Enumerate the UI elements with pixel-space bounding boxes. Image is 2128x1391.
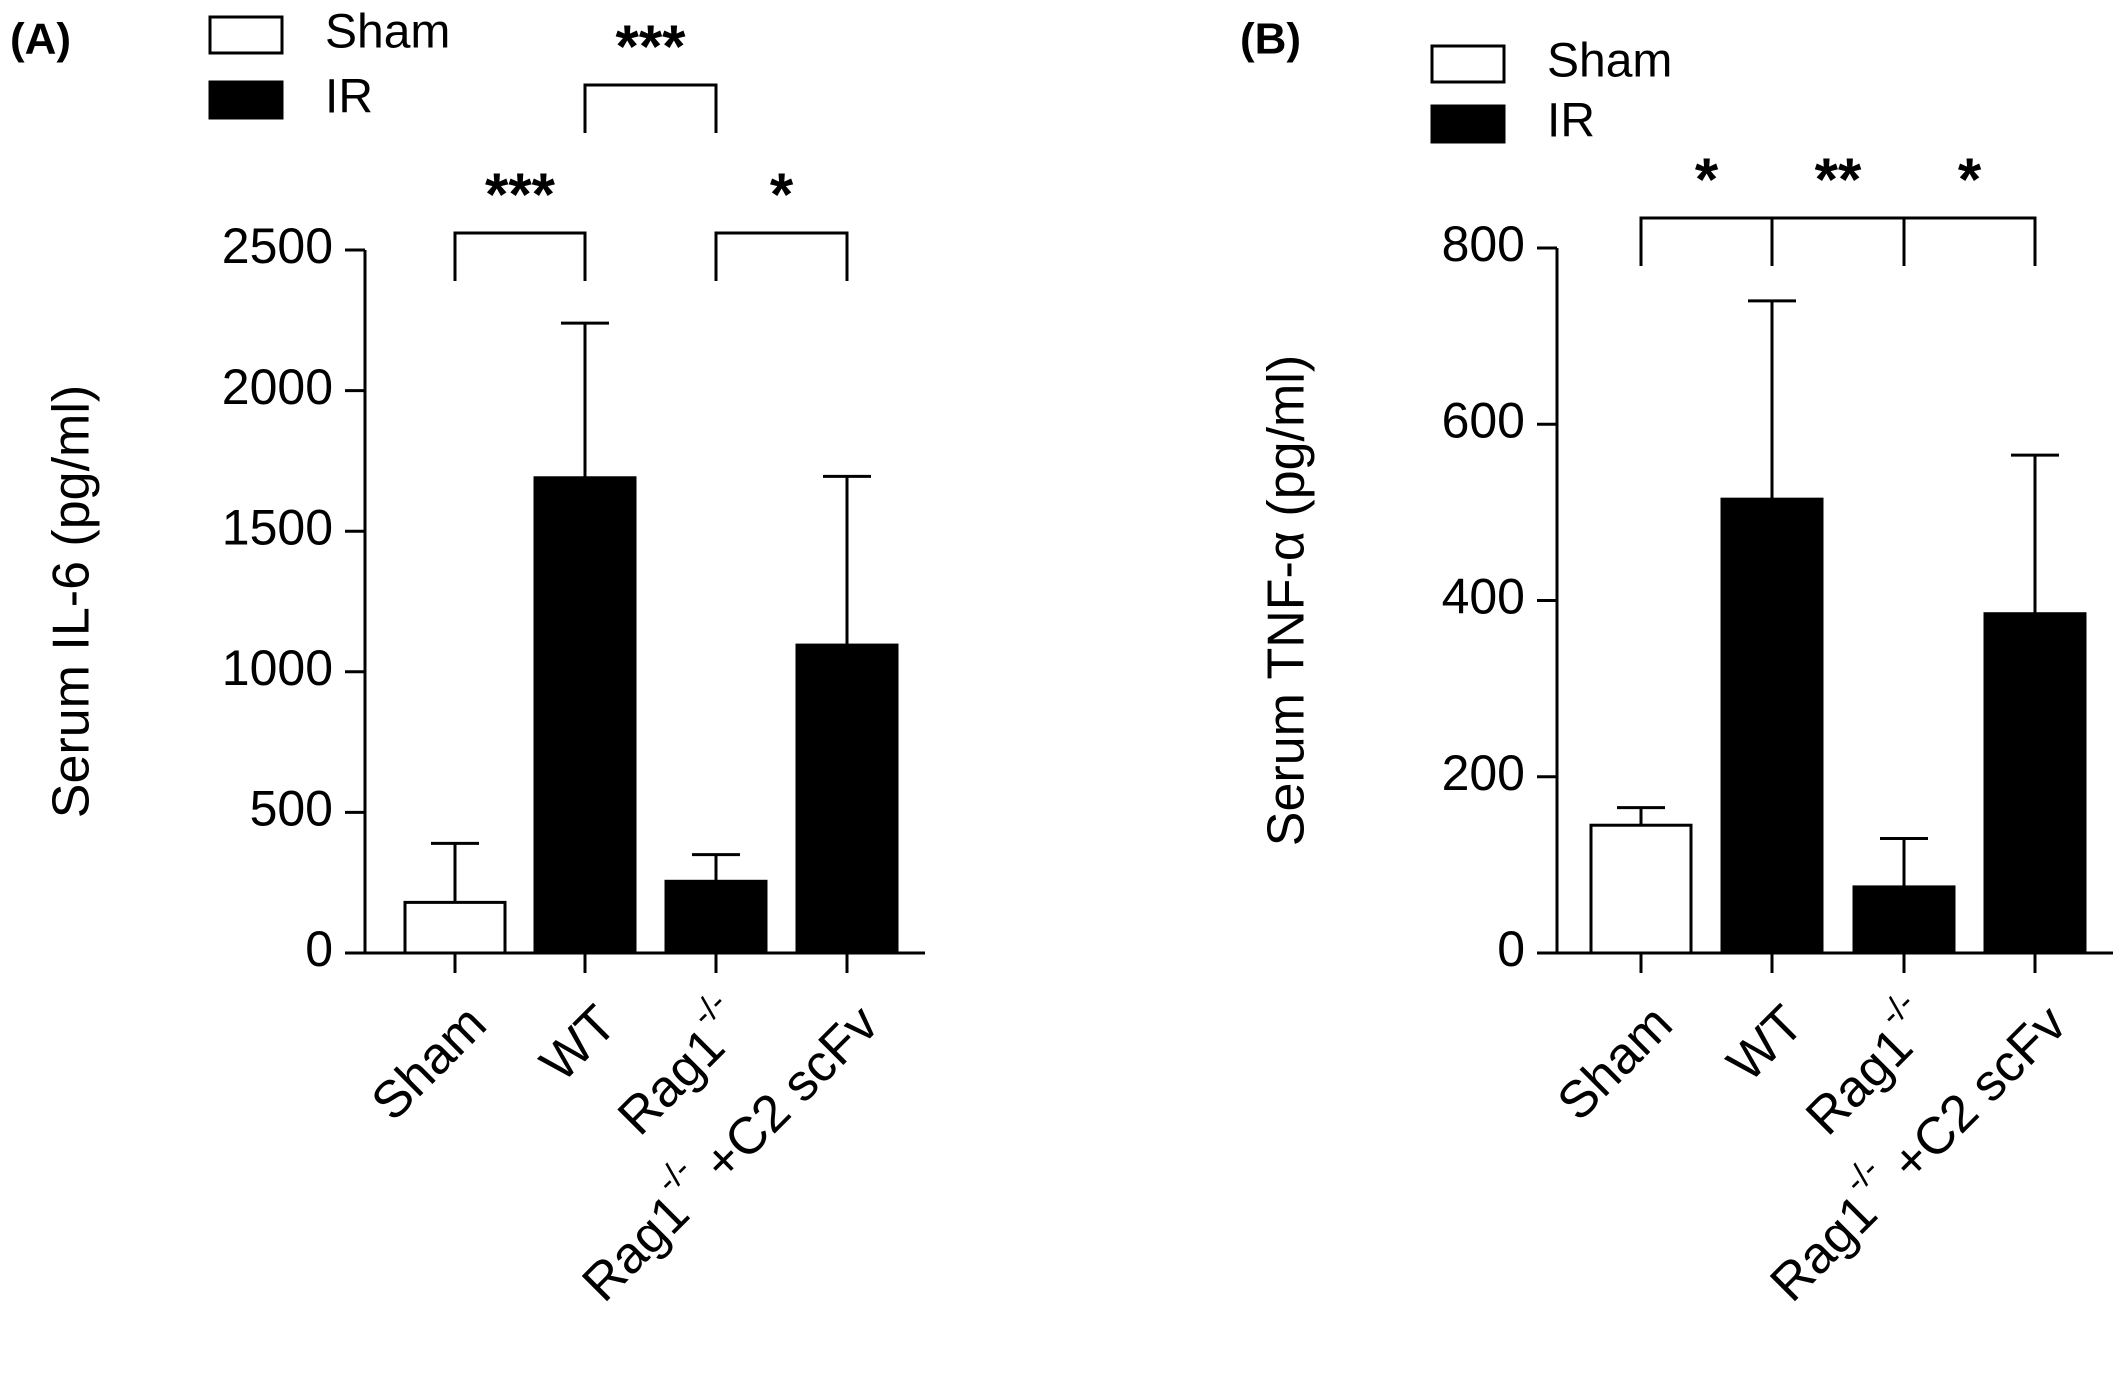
significance-bracket — [1639, 216, 1774, 266]
legend-swatch-1 — [1430, 104, 1506, 144]
panel-b: (B) Sham IR 0 200 400 600 800 Serum TNF-α (pg/ml… — [1240, 15, 2113, 1313]
legend-label-1: IR — [1547, 95, 1595, 148]
bar — [1720, 497, 1824, 955]
significance-stars: * — [770, 161, 794, 228]
significance-stars: * — [1695, 146, 1719, 213]
y-tick-label: 0 — [1497, 921, 1525, 977]
significance-bracket — [453, 231, 587, 281]
significance-bracket — [583, 83, 718, 133]
x-label-main: Sham — [1546, 994, 1683, 1131]
x-tick-label: Sham — [1546, 994, 1683, 1131]
y-tick-label: 1000 — [222, 640, 333, 696]
significance-bracket — [1770, 216, 1906, 266]
panel-label: (A) — [10, 15, 71, 64]
bar — [533, 476, 637, 955]
legend-swatch-0 — [208, 15, 284, 55]
significance-bracket — [1902, 216, 2037, 266]
y-tick-label: 200 — [1442, 745, 1525, 801]
legend-label-0: Sham — [1547, 35, 1672, 88]
panel-label: (B) — [1240, 15, 1301, 64]
bar — [1983, 612, 2087, 955]
y-tick-label: 1500 — [222, 499, 333, 555]
bar — [403, 900, 507, 955]
y-axis-title: Serum IL-6 (pg/ml) — [43, 385, 101, 818]
legend-label-1: IR — [325, 71, 373, 124]
y-tick-label: 0 — [305, 921, 333, 977]
bar — [795, 643, 899, 955]
significance-stars: *** — [615, 13, 686, 80]
x-label-main: Sham — [360, 994, 497, 1131]
y-tick-label: 600 — [1442, 392, 1525, 448]
y-tick-label: 400 — [1442, 569, 1525, 625]
x-label-main: Rag1 — [571, 1184, 700, 1313]
significance-stars: ** — [1815, 146, 1862, 213]
y-tick-label: 500 — [250, 781, 333, 837]
x-label-main: Rag1 — [1759, 1184, 1888, 1313]
significance-stars: * — [1958, 146, 1982, 213]
x-label-main: WT — [529, 994, 627, 1092]
legend-swatch-1 — [208, 80, 284, 120]
significance-stars: *** — [485, 161, 556, 228]
y-tick-label: 2500 — [222, 218, 333, 274]
bar — [664, 879, 768, 955]
x-tick-label: WT — [529, 994, 627, 1092]
x-tick-label: WT — [1716, 994, 1814, 1092]
significance-bracket — [714, 231, 849, 281]
y-axis-title: Serum TNF-α (pg/ml) — [1258, 355, 1316, 846]
legend-swatch-0 — [1430, 44, 1506, 84]
x-label-main: WT — [1716, 994, 1814, 1092]
bar — [1852, 885, 1956, 955]
x-tick-label: Sham — [360, 994, 497, 1131]
bar — [1589, 823, 1693, 955]
panel-a: (A) Sham IR 0 500 1000 1500 2000 2500 Serum IL-6 … — [10, 6, 925, 1313]
legend-label-0: Sham — [325, 6, 450, 59]
y-tick-label: 2000 — [222, 359, 333, 415]
y-tick-label: 800 — [1442, 216, 1525, 272]
